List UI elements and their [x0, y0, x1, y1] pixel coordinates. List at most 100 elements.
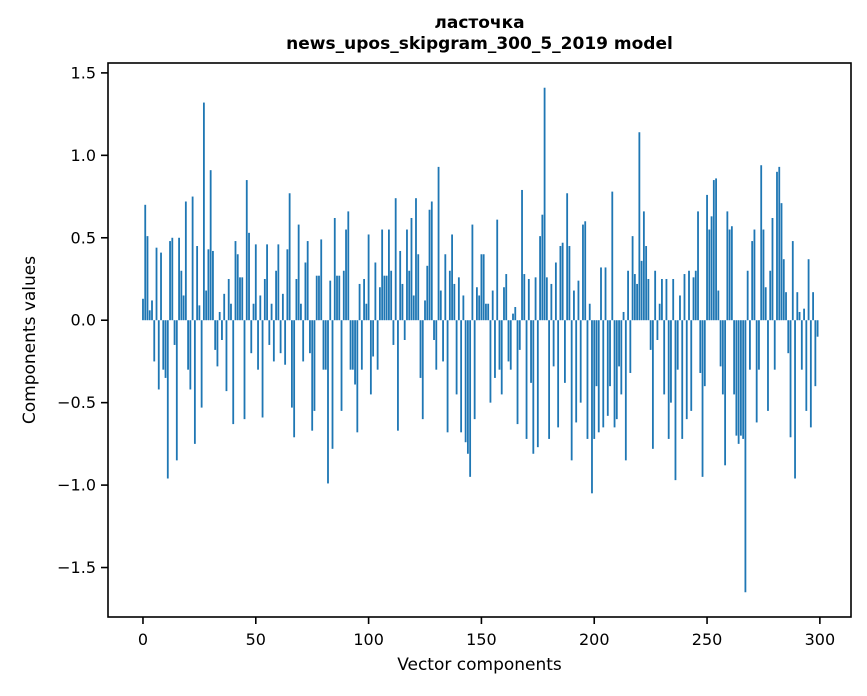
bar — [557, 320, 560, 428]
bar — [142, 298, 144, 321]
bar — [302, 320, 305, 362]
bar — [252, 303, 255, 321]
bar — [631, 236, 634, 321]
bar — [532, 320, 535, 454]
bar — [356, 320, 359, 433]
bar — [767, 320, 769, 411]
bar — [212, 250, 214, 321]
bar — [230, 303, 232, 321]
bar — [496, 219, 499, 321]
bar — [367, 234, 370, 321]
bar — [200, 320, 203, 408]
bar — [207, 249, 210, 321]
bar — [369, 320, 372, 395]
bar — [146, 236, 149, 321]
bar — [507, 320, 510, 362]
bar — [187, 320, 190, 370]
bar — [708, 229, 711, 321]
bar — [570, 320, 573, 461]
bar — [385, 275, 388, 321]
bar — [182, 295, 185, 321]
bar — [281, 293, 284, 321]
bar — [706, 194, 708, 321]
bar — [419, 320, 422, 378]
bar — [805, 320, 808, 411]
bar — [688, 270, 690, 321]
bar — [196, 246, 199, 321]
bar — [270, 303, 273, 321]
bar — [160, 252, 162, 321]
bar — [584, 221, 587, 321]
bar — [189, 320, 192, 390]
bar — [403, 320, 406, 340]
bar — [800, 320, 803, 370]
bar — [550, 283, 553, 321]
bar — [451, 234, 453, 321]
bar — [286, 249, 289, 321]
bar — [234, 241, 237, 321]
bar — [261, 320, 264, 418]
bar — [816, 320, 819, 337]
bar — [331, 320, 334, 449]
bar — [796, 292, 799, 321]
bar — [715, 178, 717, 321]
bar — [728, 229, 731, 321]
bar — [473, 320, 476, 420]
bar — [175, 320, 178, 461]
bar — [762, 229, 765, 321]
y-tick-label: 0.0 — [71, 311, 96, 330]
bar — [155, 247, 158, 321]
bar — [579, 320, 582, 403]
bar — [591, 320, 593, 494]
bar — [521, 189, 523, 321]
bar — [651, 320, 654, 449]
bar — [554, 262, 557, 321]
bar — [559, 246, 562, 321]
bar — [221, 320, 223, 340]
bar — [304, 262, 307, 321]
bar — [381, 229, 384, 321]
bar — [191, 196, 194, 321]
bar — [250, 320, 253, 354]
bar — [275, 270, 277, 321]
bar — [198, 305, 201, 321]
x-tick-label: 200 — [579, 630, 610, 649]
bar — [803, 308, 805, 321]
bar — [342, 270, 345, 321]
bar — [153, 320, 156, 362]
bar — [476, 287, 478, 321]
bar — [735, 320, 738, 436]
bar — [782, 259, 785, 321]
bar — [530, 320, 532, 383]
bar — [624, 320, 627, 461]
plot-border — [107, 62, 852, 618]
bar — [241, 277, 244, 321]
bar — [485, 303, 487, 321]
bar — [807, 259, 810, 321]
bar — [469, 320, 472, 477]
bar — [290, 320, 293, 408]
bar — [604, 267, 607, 321]
bar — [338, 275, 341, 321]
bar — [615, 320, 618, 420]
bar — [647, 278, 650, 321]
bar — [412, 295, 415, 321]
bar — [378, 287, 381, 321]
bar — [284, 320, 287, 365]
bar — [638, 132, 641, 321]
bar — [202, 102, 205, 321]
bar — [236, 254, 239, 321]
bar — [737, 320, 740, 444]
bar — [480, 254, 483, 321]
bar — [464, 320, 467, 443]
bar — [309, 320, 311, 354]
bar — [173, 320, 176, 345]
bar — [162, 320, 165, 370]
chart-subtitle: news_upos_skipgram_300_5_2019 model — [286, 34, 673, 54]
bar — [390, 270, 393, 321]
bar — [433, 320, 435, 340]
bar — [421, 320, 424, 420]
bar — [633, 274, 636, 321]
bar — [376, 320, 379, 370]
bar — [313, 320, 316, 411]
